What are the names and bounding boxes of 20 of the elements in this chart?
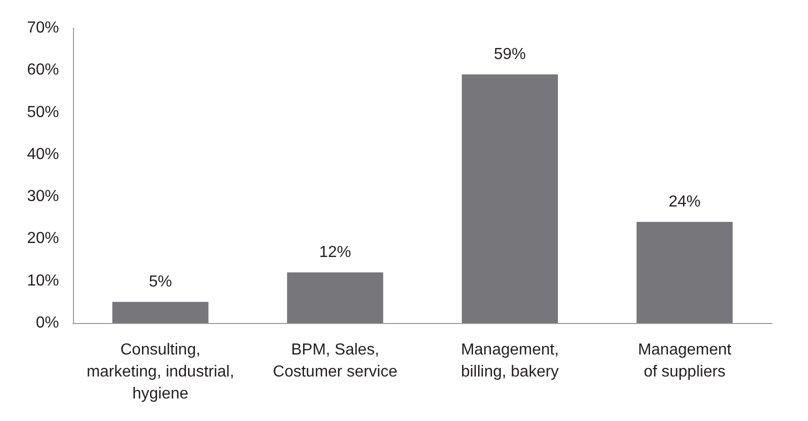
data-label: 5% <box>148 273 172 290</box>
data-label: 12% <box>319 244 352 261</box>
x-tick-label: Management of suppliers <box>638 342 732 380</box>
x-tick-label: Management, billing, bakery <box>460 342 559 380</box>
y-tick-label: 40% <box>26 146 59 163</box>
y-tick-label: 70% <box>26 20 59 36</box>
bar <box>112 302 208 323</box>
bar <box>462 74 558 323</box>
y-tick-label: 10% <box>26 272 59 290</box>
data-label: 24% <box>668 193 701 210</box>
y-tick-label: 50% <box>26 104 59 121</box>
y-tick-label: 20% <box>26 230 59 248</box>
data-label: 59% <box>494 46 526 63</box>
x-tick-label: Consulting, marketing, industrial, hygiene <box>86 342 234 402</box>
y-tick-label: 0% <box>36 314 59 332</box>
bar <box>287 272 384 323</box>
bar <box>636 222 733 323</box>
y-tick-label: 60% <box>26 62 59 79</box>
y-tick-label: 30% <box>26 188 59 206</box>
x-tick-label: BPM, Sales, Costumer service <box>272 342 398 380</box>
